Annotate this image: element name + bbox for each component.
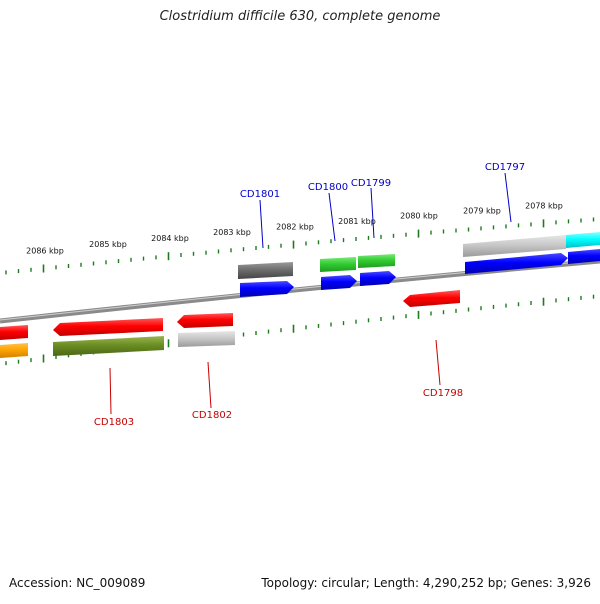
gene-label-cd1803[interactable]: CD1803 xyxy=(94,417,134,428)
feature-cyan[interactable] xyxy=(566,232,600,248)
feature-green-1[interactable] xyxy=(320,257,356,272)
callout-line-cd1797 xyxy=(504,172,512,223)
ruler-label: 2086 kbp xyxy=(26,246,64,255)
ruler-label: 2079 kbp xyxy=(463,206,501,215)
gene-label-cd1797[interactable]: CD1797 xyxy=(485,162,525,173)
feature-cd1801[interactable] xyxy=(240,281,294,297)
feature-blue-right[interactable] xyxy=(568,249,600,264)
reverse-strand-features xyxy=(0,290,460,358)
feature-cd1803[interactable] xyxy=(53,318,163,336)
callout-line-cd1798 xyxy=(435,339,441,386)
feature-olive[interactable] xyxy=(53,336,164,356)
feature-cd1797[interactable] xyxy=(465,253,568,274)
gene-label-cd1801[interactable]: CD1801 xyxy=(240,189,280,200)
ruler-label: 2081 kbp xyxy=(338,217,376,226)
feature-gray-2[interactable] xyxy=(463,235,566,257)
gene-label-cd1802[interactable]: CD1802 xyxy=(192,410,232,421)
genome-backbone xyxy=(0,258,600,324)
page-title: Clostridium difficile 630, complete geno… xyxy=(159,9,441,24)
accession-text: Accession: NC_009089 xyxy=(9,576,146,590)
gene-labels: CD1801 CD1800 CD1799 CD1797 CD1803 CD180… xyxy=(94,162,525,428)
feature-green-2[interactable] xyxy=(358,254,395,268)
ruler-label: 2082 kbp xyxy=(276,223,314,232)
genome-summary-text: Topology: circular; Length: 4,290,252 bp… xyxy=(261,576,591,590)
callout-line-cd1800 xyxy=(328,192,336,242)
feature-cd1799[interactable] xyxy=(360,271,396,286)
ruler-label: 2080 kbp xyxy=(400,212,438,221)
gene-label-cd1799[interactable]: CD1799 xyxy=(351,178,391,189)
feature-gray-1[interactable] xyxy=(238,262,293,279)
ruler-label: 2078 kbp xyxy=(525,201,563,210)
ruler-label: 2083 kbp xyxy=(213,228,251,237)
callout-line-cd1801 xyxy=(259,199,264,249)
callout-line-cd1803 xyxy=(109,367,112,415)
feature-red-left[interactable] xyxy=(0,325,28,340)
callout-line-cd1799 xyxy=(370,187,375,239)
callout-line-cd1802 xyxy=(207,361,212,409)
feature-cd1798[interactable] xyxy=(403,290,460,307)
feature-cd1802[interactable] xyxy=(177,313,233,328)
ruler-top: 2086 kbp 2085 kbp 2084 kbp 2083 kbp 2082 kbp… xyxy=(5,201,595,275)
forward-strand-features xyxy=(238,232,600,297)
feature-orange[interactable] xyxy=(0,343,28,358)
gene-label-cd1798[interactable]: CD1798 xyxy=(423,388,463,399)
feature-gray-3[interactable] xyxy=(178,331,235,347)
feature-cd1800[interactable] xyxy=(321,275,357,290)
ruler-label: 2084 kbp xyxy=(151,234,189,243)
callout-lines xyxy=(109,172,512,415)
ruler-label: 2085 kbp xyxy=(89,240,127,249)
gene-label-cd1800[interactable]: CD1800 xyxy=(308,182,348,193)
